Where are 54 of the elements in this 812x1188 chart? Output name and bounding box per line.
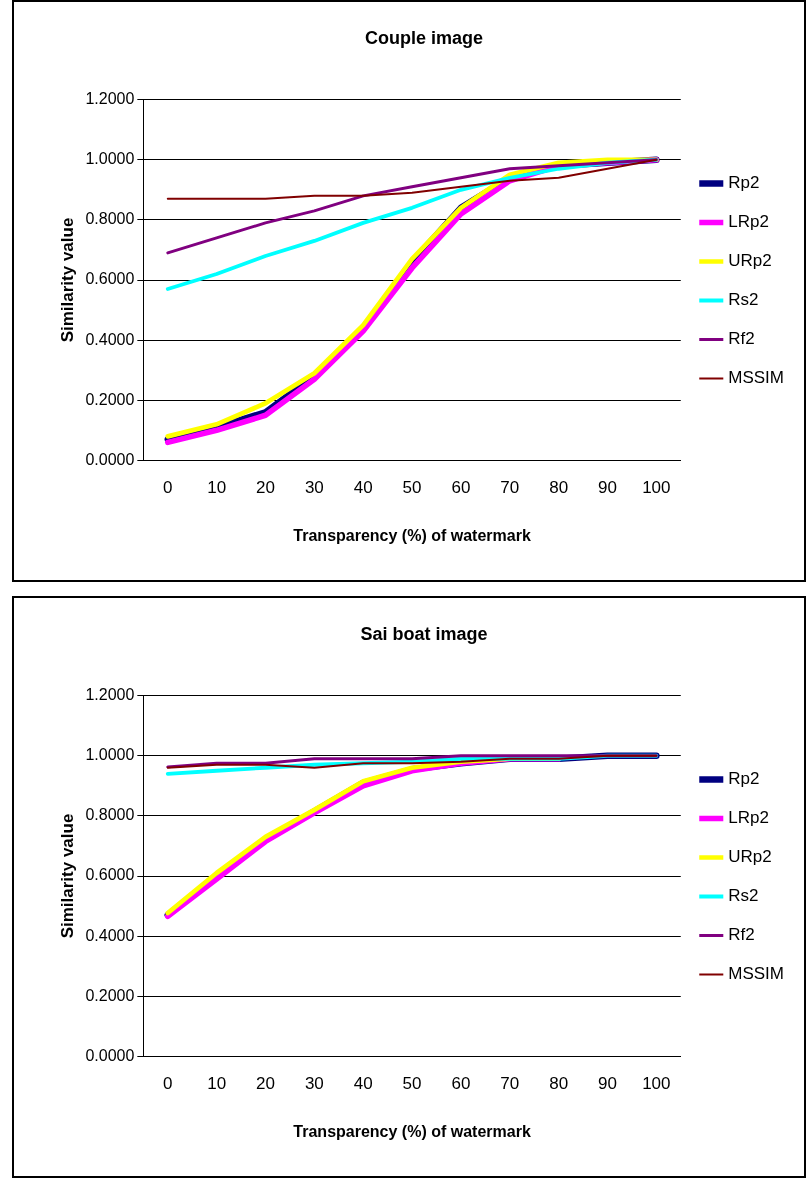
x-tick-label: 0 (163, 478, 173, 498)
x-tick-label: 0 (163, 1074, 173, 1094)
x-tick-label: 30 (304, 1074, 324, 1094)
y-axis-title: Similarity value (57, 217, 77, 343)
legend-label: Rf2 (728, 925, 755, 945)
x-tick-label: 10 (207, 1074, 227, 1094)
x-tick-label: 50 (402, 1074, 422, 1094)
y-tick-label: 1.2000 (85, 686, 135, 704)
y-tick-label: 0.2000 (85, 986, 135, 1004)
x-tick-label: 40 (353, 478, 373, 498)
chart-title: Couple image (364, 27, 484, 48)
legend-label: Rp2 (728, 769, 760, 789)
legend-label: LRp2 (728, 212, 769, 232)
legend-label: LRp2 (728, 808, 769, 828)
x-tick-label: 60 (451, 478, 471, 498)
x-tick-label: 80 (549, 478, 569, 498)
y-tick-label: 0.6000 (85, 270, 135, 288)
legend-label: MSSIM (728, 368, 785, 388)
x-tick-label: 50 (402, 478, 422, 498)
x-tick-label: 90 (598, 1074, 617, 1094)
x-tick-label: 60 (451, 1074, 471, 1094)
chart-title: Sai boat image (360, 623, 488, 644)
x-tick-label: 10 (207, 478, 227, 498)
y-tick-label: 0.8000 (85, 806, 135, 824)
x-axis-title: Transparency (%) of watermark (293, 526, 531, 544)
x-tick-label: 20 (256, 1074, 275, 1094)
y-tick-label: 0.4000 (85, 926, 135, 944)
y-tick-label: 0.0000 (85, 450, 135, 468)
legend-label: Rs2 (728, 886, 759, 906)
legend-label: Rf2 (728, 329, 755, 349)
y-tick-label: 0.2000 (85, 390, 135, 408)
x-tick-label: 70 (500, 1074, 520, 1094)
legend-label: URp2 (728, 847, 772, 867)
x-tick-label: 100 (642, 1074, 671, 1094)
x-tick-label: 40 (353, 1074, 373, 1094)
y-tick-label: 1.0000 (85, 746, 135, 764)
x-tick-label: 100 (642, 478, 671, 498)
y-axis-title: Similarity value (57, 813, 77, 939)
x-tick-label: 20 (256, 478, 275, 498)
x-axis-title: Transparency (%) of watermark (293, 1122, 531, 1140)
x-tick-label: 30 (304, 478, 324, 498)
x-tick-label: 80 (549, 1074, 569, 1094)
x-tick-label: 70 (500, 478, 520, 498)
y-tick-label: 0.6000 (85, 866, 135, 884)
y-tick-label: 1.0000 (85, 150, 135, 168)
y-tick-label: 0.0000 (85, 1046, 135, 1064)
legend-label: MSSIM (728, 964, 785, 984)
legend-label: Rs2 (728, 290, 759, 310)
legend-label: URp2 (728, 251, 772, 271)
legend-label: Rp2 (728, 173, 760, 193)
y-tick-label: 0.4000 (85, 330, 135, 348)
x-tick-label: 90 (598, 478, 617, 498)
y-tick-label: 0.8000 (85, 210, 135, 228)
y-tick-label: 1.2000 (85, 90, 135, 108)
